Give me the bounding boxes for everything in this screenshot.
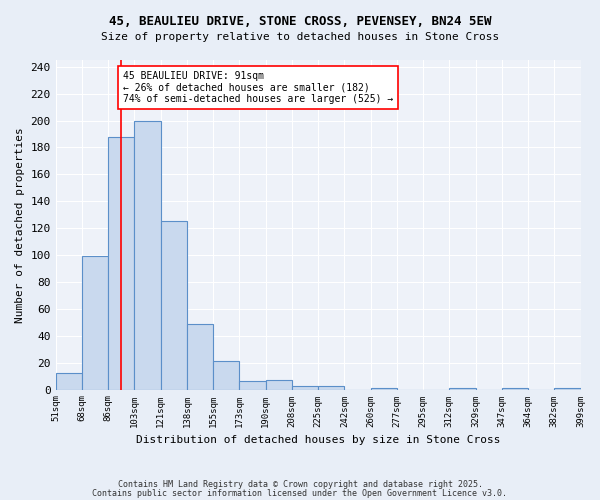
Bar	[239, 382, 266, 390]
Bar	[161, 222, 187, 390]
Y-axis label: Number of detached properties: Number of detached properties	[15, 127, 25, 322]
Bar	[449, 388, 476, 390]
Bar	[187, 324, 213, 390]
Text: Size of property relative to detached houses in Stone Cross: Size of property relative to detached ho…	[101, 32, 499, 42]
Bar	[371, 388, 397, 390]
Bar	[266, 380, 292, 390]
Bar	[318, 386, 344, 390]
X-axis label: Distribution of detached houses by size in Stone Cross: Distribution of detached houses by size …	[136, 435, 500, 445]
Bar	[554, 388, 581, 390]
Bar	[134, 120, 161, 390]
Bar	[502, 388, 528, 390]
Bar	[56, 374, 82, 390]
Bar	[108, 136, 134, 390]
Text: Contains HM Land Registry data © Crown copyright and database right 2025.: Contains HM Land Registry data © Crown c…	[118, 480, 482, 489]
Bar	[82, 256, 108, 390]
Bar	[292, 386, 318, 390]
Text: Contains public sector information licensed under the Open Government Licence v3: Contains public sector information licen…	[92, 488, 508, 498]
Text: 45, BEAULIEU DRIVE, STONE CROSS, PEVENSEY, BN24 5EW: 45, BEAULIEU DRIVE, STONE CROSS, PEVENSE…	[109, 15, 491, 28]
Text: 45 BEAULIEU DRIVE: 91sqm
← 26% of detached houses are smaller (182)
74% of semi-: 45 BEAULIEU DRIVE: 91sqm ← 26% of detach…	[122, 71, 393, 104]
Bar	[213, 362, 239, 390]
